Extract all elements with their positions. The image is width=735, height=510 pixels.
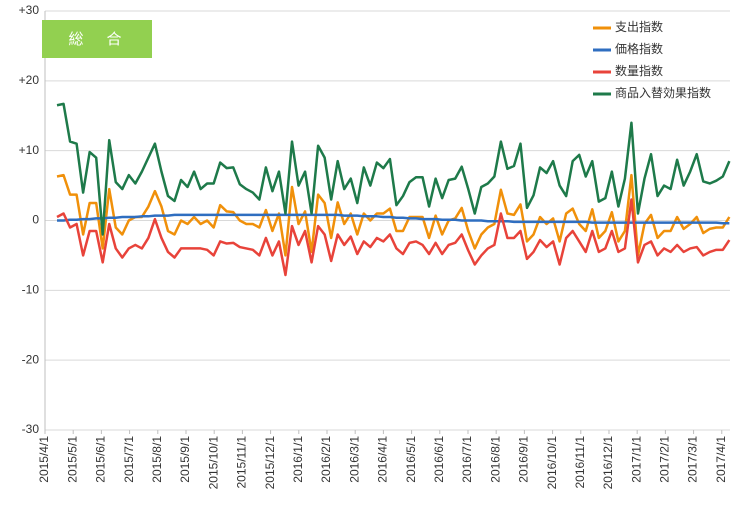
x-tick-label: 2016/10/1 [545, 436, 559, 490]
x-tick-label: 2015/11/1 [235, 436, 249, 489]
x-tick-label: 2017/4/1 [714, 436, 728, 483]
x-tick-label: 2016/4/1 [376, 436, 390, 483]
x-tick-label: 2016/11/1 [573, 436, 587, 489]
y-tick-label: 0 [32, 213, 39, 227]
x-tick-label: 2016/2/1 [319, 436, 333, 483]
x-tick-label: 2016/6/1 [432, 436, 446, 483]
x-tick-label: 2016/1/1 [291, 436, 305, 483]
x-tick-label: 2015/9/1 [178, 436, 192, 483]
x-tick-label: 2015/5/1 [65, 436, 79, 483]
y-tick-label: +10 [19, 143, 40, 157]
x-tick-label: 2016/8/1 [488, 436, 502, 483]
series-line [56, 198, 731, 277]
x-tick-label: 2016/7/1 [460, 436, 474, 483]
legend-label: 価格指数 [615, 41, 663, 56]
x-tick-label: 2015/10/1 [206, 436, 220, 490]
x-tick-label: 2015/7/1 [122, 436, 136, 483]
x-tick-label: 2016/9/1 [517, 436, 531, 483]
x-tick-label: 2017/3/1 [686, 436, 700, 483]
x-tick-label: 2016/5/1 [404, 436, 418, 483]
series-line [56, 173, 731, 257]
x-tick-label: 2017/2/1 [658, 436, 672, 483]
legend-label: 商品入替効果指数 [615, 85, 711, 100]
legend-label: 数量指数 [615, 63, 663, 78]
x-tick-label: 2016/3/1 [347, 436, 361, 483]
chart-title: 総 合 [68, 31, 125, 48]
x-tick-label: 2015/6/1 [94, 436, 108, 483]
y-tick-label: -10 [22, 283, 40, 297]
grid [44, 10, 730, 431]
x-tick-label: 2015/8/1 [150, 436, 164, 483]
y-tick-label: -30 [22, 422, 40, 436]
y-tick-label: +30 [19, 3, 40, 17]
series-line [56, 102, 731, 236]
series-line [57, 213, 730, 225]
title-box [42, 20, 152, 58]
legend-label: 支出指数 [615, 19, 663, 34]
x-tick-label: 2015/12/1 [263, 436, 277, 490]
x-tick-label: 2015/4/1 [37, 436, 51, 483]
x-tick-label: 2017/1/1 [629, 436, 643, 483]
y-tick-label: -20 [22, 352, 40, 366]
y-tick-label: +20 [19, 73, 40, 87]
x-tick-label: 2016/12/1 [601, 436, 615, 490]
